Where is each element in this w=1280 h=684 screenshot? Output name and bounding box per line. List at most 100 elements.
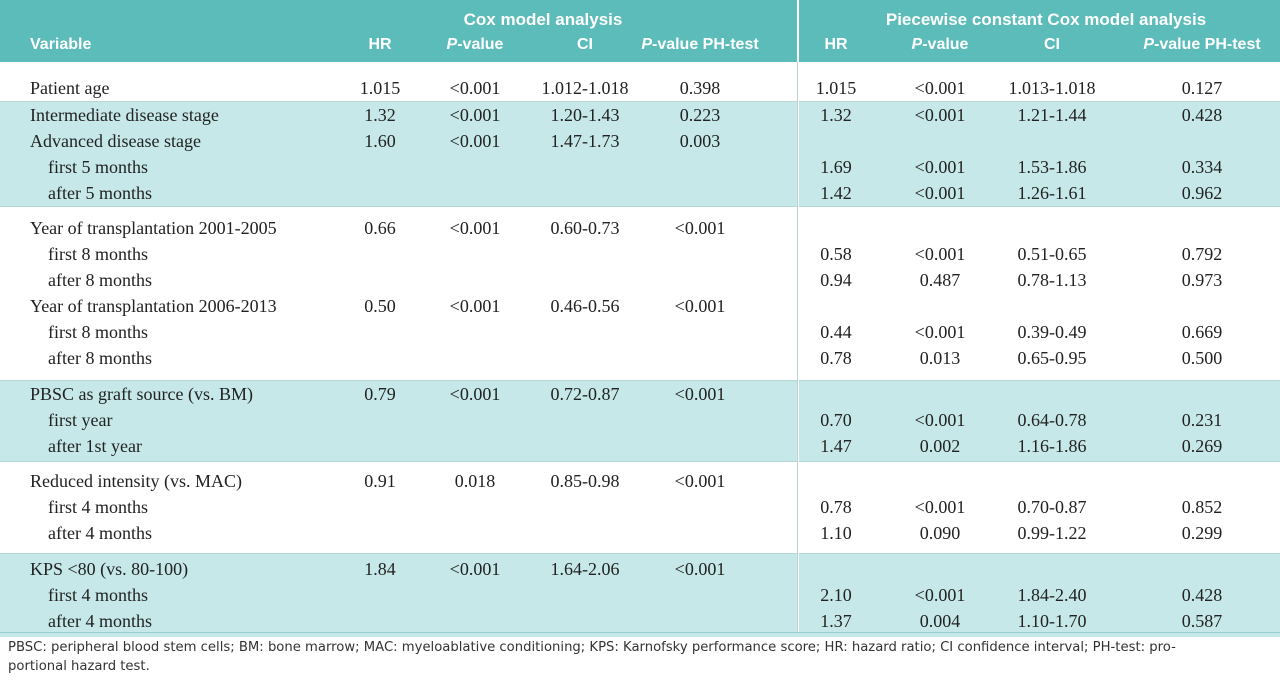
cell: 0.70-0.87 (1017, 497, 1087, 517)
cell: 1.012-1.018 (541, 78, 629, 98)
table-row: PBSC as graft source (vs. BM) 0.79 <0.001 0… (0, 381, 1280, 407)
column-header: CI (577, 36, 593, 53)
cell: 1.53-1.86 (1017, 157, 1087, 177)
table-row: Patient age 1.015 <0.001 1.012-1.018 0.398 1.… (0, 75, 1280, 101)
cell: 1.69 (820, 157, 852, 177)
cell: 0.58 (820, 244, 852, 264)
cell: 1.84-2.40 (1017, 585, 1087, 605)
row-label: Year of transplantation 2001-2005 (30, 218, 277, 238)
cell: <0.001 (674, 296, 726, 316)
table-row: Intermediate disease stage 1.32 <0.001 1.20… (0, 102, 1280, 128)
cell: 0.94 (820, 270, 852, 290)
cell: <0.001 (449, 78, 501, 98)
table-row: first 4 months 2.10 <0.001 1.84-2.40 0.428 (0, 582, 1280, 608)
table-header: Cox model analysis Piecewise constant Co… (0, 0, 1280, 62)
row-label: first 4 months (48, 585, 149, 605)
cell: 0.51-0.65 (1017, 244, 1087, 264)
cell: 1.21-1.44 (1017, 105, 1087, 125)
row-group: Intermediate disease stage 1.32 <0.001 1.20… (0, 101, 1280, 206)
cell: 0.973 (1181, 270, 1223, 290)
cell: <0.001 (914, 585, 966, 605)
column-header: P-value PH-test (1143, 36, 1261, 53)
footnote: PBSC: peripheral blood stem cells; BM: b… (8, 638, 1278, 676)
column-header: P-value PH-test (641, 36, 759, 53)
table-row: first 8 months 0.58 <0.001 0.51-0.65 0.792 (0, 241, 1280, 267)
row-label: KPS <80 (vs. 80-100) (30, 559, 189, 579)
cell: 0.003 (679, 131, 721, 151)
cell: 1.32 (364, 105, 396, 125)
cell: 0.72-0.87 (550, 384, 620, 404)
table-row: Reduced intensity (vs. MAC) 0.91 0.018 0.85… (0, 468, 1280, 494)
row-label: after 4 months (48, 611, 152, 631)
table-row: after 1st year 1.47 0.002 1.16-1.86 0.269 (0, 433, 1280, 459)
cell: <0.001 (674, 384, 726, 404)
cell: 1.47-1.73 (550, 131, 620, 151)
cell: 1.16-1.86 (1017, 436, 1087, 456)
cell: 0.002 (919, 436, 961, 456)
cell: <0.001 (449, 296, 501, 316)
cell: 0.231 (1181, 410, 1223, 430)
cell: 1.84 (364, 559, 396, 579)
table-row: Advanced disease stage 1.60 <0.001 1.47-1.7… (0, 128, 1280, 154)
cell: <0.001 (914, 157, 966, 177)
cell: 0.090 (919, 523, 961, 543)
cell: 0.127 (1181, 78, 1223, 98)
cell: 0.65-0.95 (1017, 348, 1087, 368)
row-label: after 4 months (48, 523, 152, 543)
table-row: first year 0.70 <0.001 0.64-0.78 0.231 (0, 407, 1280, 433)
cell: 0.018 (454, 471, 496, 491)
divider (797, 62, 798, 632)
row-label: PBSC as graft source (vs. BM) (30, 384, 253, 404)
row-group: Reduced intensity (vs. MAC) 0.91 0.018 0.85… (0, 461, 1280, 553)
group-header: Cox model analysis (463, 10, 623, 29)
cell: 0.428 (1181, 585, 1223, 605)
cell: 0.60-0.73 (550, 218, 620, 238)
cell: <0.001 (914, 410, 966, 430)
row-label: after 5 months (48, 183, 152, 203)
footnote-line: PBSC: peripheral blood stem cells; BM: b… (8, 640, 1176, 655)
table-row: Year of transplantation 2001-2005 0.66 <0.… (0, 215, 1280, 241)
cell: 1.26-1.61 (1017, 183, 1087, 203)
divider (797, 0, 799, 632)
cell: <0.001 (914, 105, 966, 125)
cell: 1.42 (820, 183, 852, 203)
row-label: first year (48, 410, 113, 430)
cell: <0.001 (914, 497, 966, 517)
cell: 0.46-0.56 (550, 296, 620, 316)
row-label: after 8 months (48, 348, 152, 368)
row-label: Advanced disease stage (30, 131, 201, 151)
cell: 0.269 (1181, 436, 1223, 456)
cell: 0.669 (1181, 322, 1223, 342)
row-label: first 8 months (48, 322, 149, 342)
row-label: first 5 months (48, 157, 149, 177)
cell: 0.852 (1181, 497, 1223, 517)
column-header: CI (1044, 36, 1060, 53)
row-label: Reduced intensity (vs. MAC) (30, 471, 242, 491)
column-header: HR (824, 36, 848, 53)
cell: <0.001 (674, 559, 726, 579)
cell: 0.487 (919, 270, 961, 290)
cell: 0.587 (1181, 611, 1223, 631)
table-row: first 4 months 0.78 <0.001 0.70-0.87 0.852 (0, 494, 1280, 520)
cell: 0.398 (679, 78, 721, 98)
row-group: PBSC as graft source (vs. BM) 0.79 <0.001 0… (0, 380, 1280, 461)
group-header: Piecewise constant Cox model analysis (885, 10, 1207, 29)
cell: 0.85-0.98 (550, 471, 620, 491)
cell: 0.91 (364, 471, 396, 491)
cell: <0.001 (914, 78, 966, 98)
cell: 1.47 (820, 436, 852, 456)
cell: 0.792 (1181, 244, 1223, 264)
cell: 0.78-1.13 (1017, 270, 1087, 290)
row-group: Year of transplantation 2001-2005 0.66 <0.… (0, 206, 1280, 380)
row-label: Intermediate disease stage (30, 105, 219, 125)
cell: 0.78 (820, 497, 852, 517)
cell: <0.001 (449, 559, 501, 579)
cell: 1.015 (359, 78, 401, 98)
cell: 1.37 (820, 611, 852, 631)
column-header: P-value (911, 36, 969, 53)
cell: 0.500 (1181, 348, 1223, 368)
column-header: HR (368, 36, 392, 53)
cell: <0.001 (449, 384, 501, 404)
cell: 1.015 (815, 78, 857, 98)
cell: <0.001 (914, 244, 966, 264)
